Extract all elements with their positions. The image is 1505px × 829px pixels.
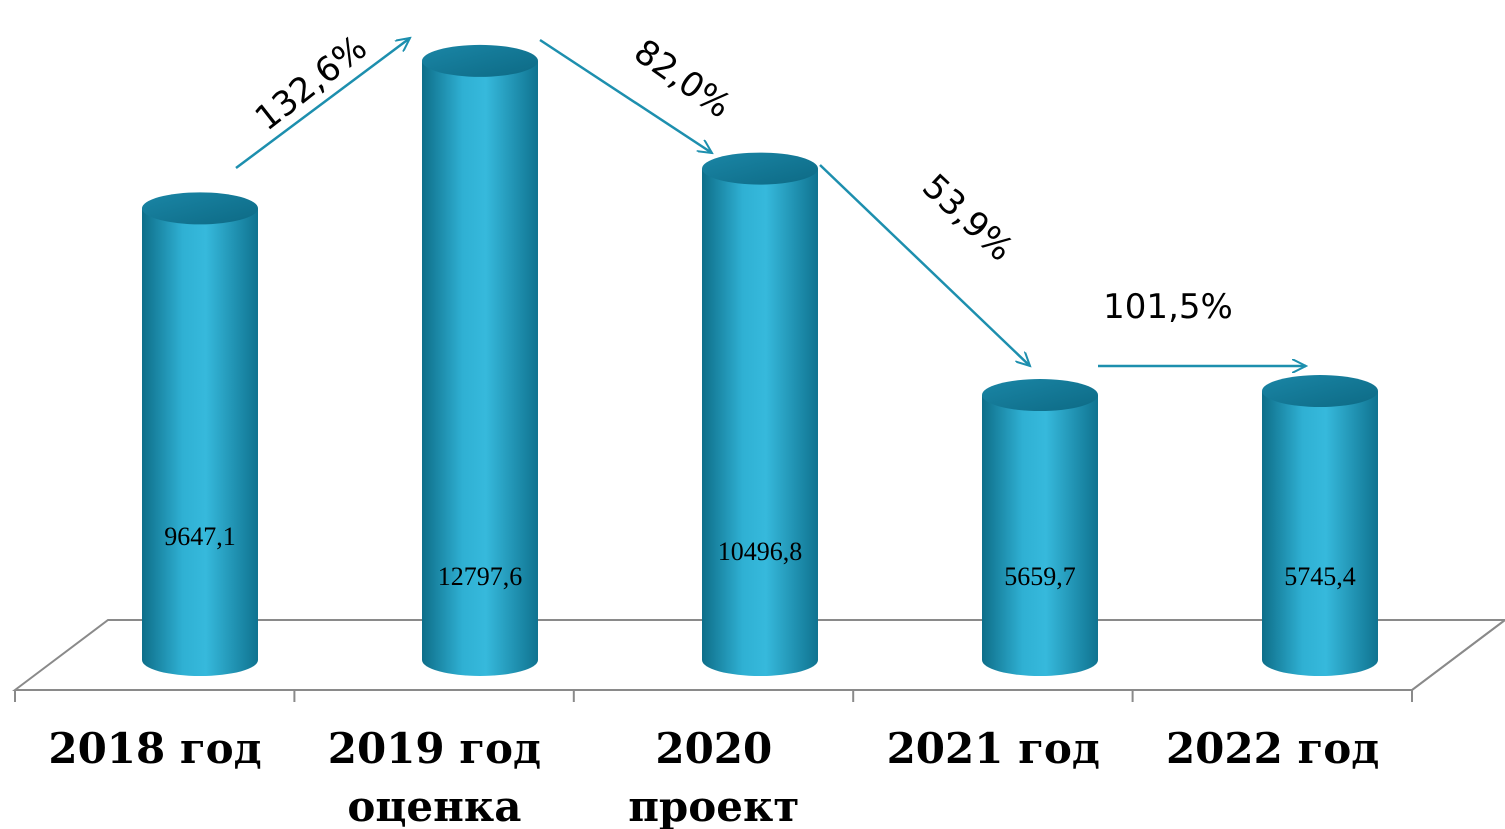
bar-top bbox=[1262, 375, 1378, 408]
bar-body bbox=[702, 168, 818, 677]
bar bbox=[422, 44, 538, 676]
bar-top bbox=[702, 152, 818, 185]
growth-label: 101,5% bbox=[1103, 287, 1233, 327]
bars-group: 9647,1 12797,6 10496,8 5659,7 5745,4 bbox=[142, 44, 1378, 677]
growth-label: 53,9% bbox=[914, 166, 1020, 269]
bar-body bbox=[142, 208, 258, 676]
growth-arrow bbox=[235, 38, 410, 170]
x-tick-label: оценка bbox=[347, 782, 521, 829]
bar bbox=[142, 192, 258, 676]
x-tick-label: 2022 год bbox=[1166, 724, 1379, 773]
growth-arrow bbox=[819, 164, 1030, 366]
bar-body bbox=[422, 60, 538, 676]
bar bbox=[982, 379, 1098, 676]
bar-top bbox=[142, 192, 258, 225]
bar bbox=[702, 152, 818, 677]
x-tick-label: проект bbox=[628, 782, 799, 829]
data-label: 12797,6 bbox=[438, 562, 523, 591]
growth-label: 82,0% bbox=[627, 32, 738, 127]
bar-body bbox=[1262, 391, 1378, 676]
bar bbox=[1262, 375, 1378, 676]
bar-top bbox=[422, 44, 538, 77]
data-label: 5659,7 bbox=[1004, 562, 1076, 591]
x-tick-label: 2020 bbox=[655, 724, 772, 773]
data-label: 10496,8 bbox=[718, 537, 803, 566]
data-label: 9647,1 bbox=[164, 522, 236, 551]
x-tick-label: 2021 год bbox=[887, 724, 1100, 773]
bar-top bbox=[982, 379, 1098, 412]
x-tick-label: 2018 год bbox=[48, 724, 261, 773]
x-axis-labels: 2018 год 2019 год оценка 2020 проект 2021 год… bbox=[48, 724, 1379, 829]
growth-arrow bbox=[539, 38, 712, 153]
data-label: 5745,4 bbox=[1284, 562, 1356, 591]
x-tick-label: 2019 год bbox=[328, 724, 541, 773]
growth-label: 132,6% bbox=[248, 28, 375, 139]
bar-body bbox=[982, 395, 1098, 676]
x-axis-ticks bbox=[14, 690, 1413, 702]
